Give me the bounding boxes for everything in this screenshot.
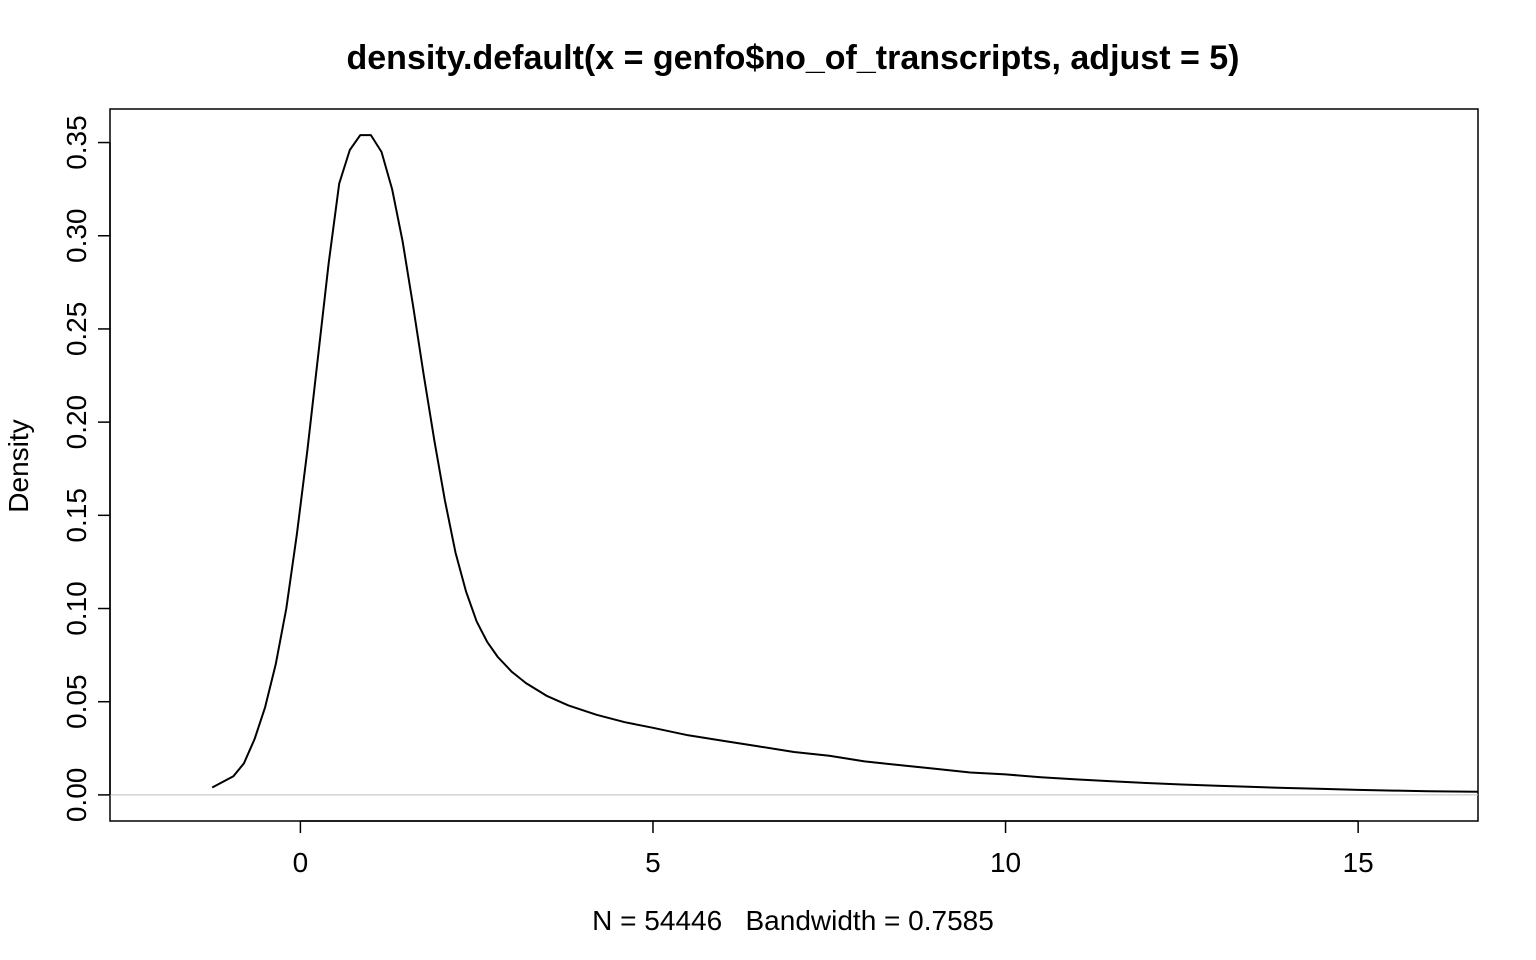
chart-title: density.default(x = genfo$no_of_transcri… [347,39,1240,77]
plot-frame [109,108,1479,822]
x-tick-label: 5 [645,847,661,878]
x-axis-label: N = 54446 Bandwidth = 0.7585 [592,905,994,936]
y-tick-label: 0.35 [61,115,92,170]
y-axis-label: Density [3,419,34,512]
y-tick-label: 0.25 [61,302,92,357]
y-axis: 0.00 0.05 0.10 0.15 0.20 0.25 0.30 0.35 [61,115,111,823]
y-tick-label: 0.10 [61,581,92,636]
y-tick-label: 0.00 [61,768,92,823]
x-axis: 0 5 10 15 [293,820,1374,878]
y-tick-label: 0.05 [61,674,92,729]
y-tick-label: 0.15 [61,488,92,543]
series-layer [211,134,1479,793]
x-tick-label: 10 [990,847,1021,878]
density-curve [211,134,1479,793]
x-tick-label: 0 [293,847,309,878]
x-tick-label: 15 [1343,847,1374,878]
y-tick-label: 0.30 [61,208,92,263]
y-tick-label: 0.20 [61,395,92,450]
